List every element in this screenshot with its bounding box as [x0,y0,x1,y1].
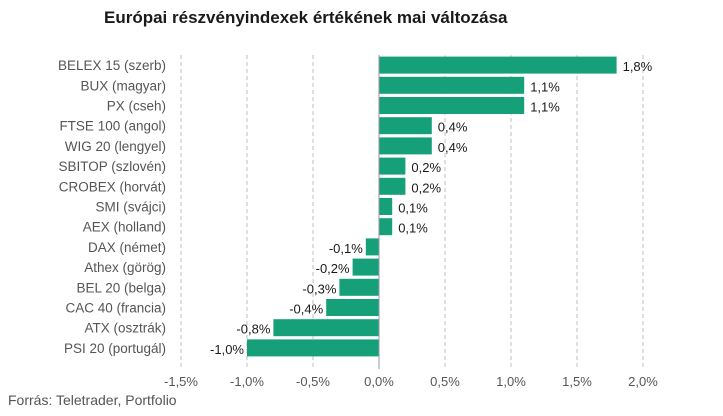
bar [273,319,379,337]
value-label: 0,4% [438,140,468,155]
bar [379,117,432,135]
bar [339,278,379,296]
category-label: ATX (osztrák) [84,321,166,336]
value-label: 1,1% [530,100,560,115]
bar [326,299,379,316]
category-label: DAX (német) [88,240,166,255]
value-label: -0,8% [236,322,270,337]
x-tick-label: 1,5% [562,374,592,389]
category-label: SBITOP (szlovén) [58,159,166,174]
bar [379,137,432,155]
value-label: -0,3% [302,281,336,296]
value-label: 0,2% [411,180,441,195]
source-note: Forrás: Teletrader, Portfolio [8,392,177,408]
bar [379,177,406,195]
value-label: 0,4% [438,120,468,135]
category-label: CROBEX (horvát) [59,179,166,194]
value-label: 0,2% [411,160,441,175]
value-label: -1,0% [210,342,244,357]
value-label: -0,1% [329,241,363,256]
chart-title: Európai részvényindexek értékének mai vá… [104,8,508,27]
bar [379,76,525,94]
value-label: 1,1% [530,79,560,94]
category-label: CAC 40 (francia) [65,301,166,316]
x-tick-label: 0,5% [430,374,460,389]
bar [379,157,406,175]
x-tick-label: -1,5% [164,374,198,389]
bar [365,238,379,256]
value-label: 0,1% [398,201,428,216]
category-label: FTSE 100 (angol) [59,119,166,134]
x-tick-label: 1,0% [496,374,526,389]
value-label: 0,1% [398,221,428,236]
category-label: WIG 20 (lengyel) [65,139,166,154]
category-label: PSI 20 (portugál) [64,341,166,356]
value-label: 1,8% [623,59,653,74]
category-label: Athex (görög) [84,260,166,275]
bar [379,56,617,74]
x-tick-label: -1,0% [230,374,264,389]
value-label: -0,2% [316,261,350,276]
bar [352,258,379,276]
x-tick-label: -0,5% [296,374,330,389]
bar [379,218,393,236]
x-tick-label: 2,0% [628,374,658,389]
bar [247,339,379,357]
x-tick-label: 0,0% [364,374,394,389]
value-label: -0,4% [289,302,323,317]
category-label: BEL 20 (belga) [76,280,166,295]
category-label: BUX (magyar) [80,78,166,93]
category-label: AEX (holland) [83,220,166,235]
bar [379,97,525,114]
category-label: PX (cseh) [107,99,166,114]
category-label: SMI (svájci) [96,200,167,215]
category-label: BELEX 15 (szerb) [58,58,166,73]
bar [379,198,393,215]
